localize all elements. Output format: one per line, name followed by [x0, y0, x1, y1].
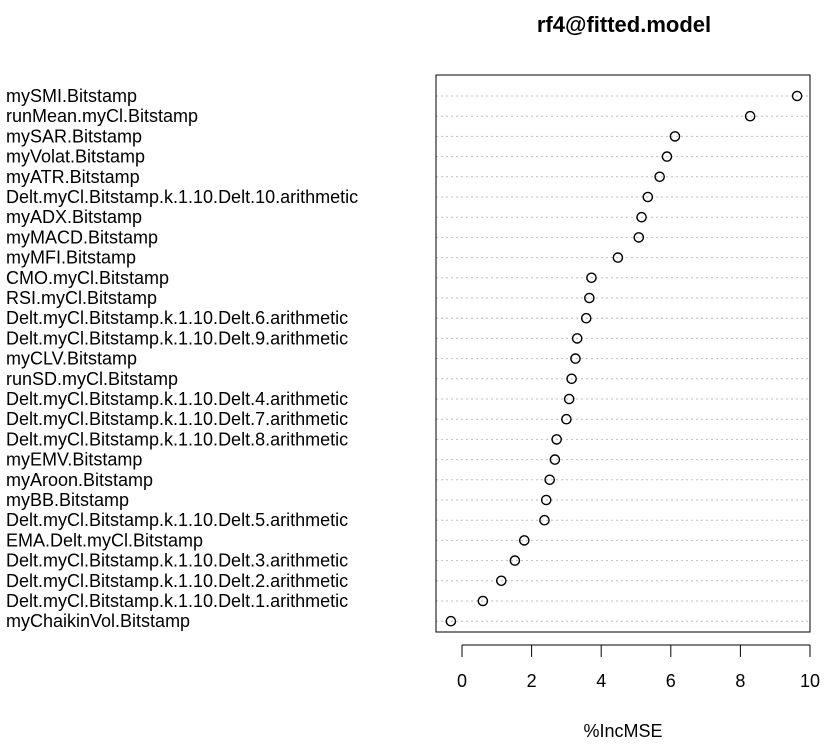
category-label: CMO.myCl.Bitstamp: [6, 268, 169, 288]
category-label: myAroon.Bitstamp: [6, 470, 153, 490]
category-label: myMACD.Bitstamp: [6, 227, 158, 247]
data-point: [561, 413, 572, 425]
data-point: [586, 272, 597, 284]
category-label: Delt.myCl.Bitstamp.k.1.10.Delt.4.arithme…: [6, 389, 348, 409]
chart-title: rf4@fitted.model: [537, 12, 711, 37]
category-label: Delt.myCl.Bitstamp.k.1.10.Delt.3.arithme…: [6, 551, 348, 571]
data-point: [744, 110, 756, 122]
data-point: [496, 575, 507, 587]
data-point: [509, 555, 521, 566]
category-label: runSD.myCl.Bitstamp: [6, 369, 178, 389]
category-label: Delt.myCl.Bitstamp.k.1.10.Delt.9.arithme…: [6, 328, 348, 348]
data-point: [570, 353, 581, 364]
category-label: Delt.myCl.Bitstamp.k.1.10.Delt.8.arithme…: [6, 429, 348, 449]
x-tick-label: 0: [457, 671, 467, 691]
category-label: EMA.Delt.myCl.Bitstamp: [6, 530, 203, 550]
data-point: [654, 171, 665, 183]
category-label: Delt.myCl.Bitstamp.k.1.10.Delt.7.arithme…: [6, 409, 348, 429]
data-point: [549, 454, 561, 465]
data-point: [633, 232, 645, 243]
data-point: [445, 615, 457, 627]
category-label: Delt.myCl.Bitstamp.k.1.10.Delt.2.arithme…: [6, 571, 348, 591]
category-label: Delt.myCl.Bitstamp.k.1.10.Delt.10.arithm…: [6, 187, 358, 207]
x-tick-label: 4: [596, 671, 606, 691]
category-label: Delt.myCl.Bitstamp.k.1.10.Delt.5.arithme…: [6, 510, 348, 530]
category-labels: mySMI.BitstamprunMean.myCl.BitstampmySAR…: [6, 86, 358, 631]
category-label: myCLV.Bitstamp: [6, 349, 137, 369]
data-point: [661, 151, 673, 162]
data-point: [642, 191, 654, 203]
plot-area: [435, 74, 811, 633]
category-label: Delt.myCl.Bitstamp.k.1.10.Delt.6.arithme…: [6, 308, 348, 328]
data-point: [477, 595, 489, 607]
x-tick-label: 6: [666, 671, 676, 691]
category-label: myChaikinVol.Bitstamp: [6, 611, 190, 631]
category-label: Delt.myCl.Bitstamp.k.1.10.Delt.1.arithme…: [6, 591, 348, 611]
data-point: [551, 434, 562, 445]
data-points: [445, 90, 803, 627]
data-point: [791, 90, 803, 102]
x-tick-label: 8: [735, 671, 745, 691]
x-axis: 0 2 4 6 8 10: [457, 644, 820, 691]
category-label: myVolat.Bitstamp: [6, 147, 145, 167]
data-point: [636, 211, 647, 223]
data-point: [584, 292, 595, 304]
grid-lines: [436, 95, 810, 622]
data-point: [571, 333, 583, 344]
data-point: [518, 535, 530, 546]
category-label: myADX.Bitstamp: [6, 207, 142, 227]
data-point: [544, 474, 555, 486]
data-point: [612, 252, 624, 263]
category-label: myBB.Bitstamp: [6, 490, 129, 510]
data-point: [539, 514, 550, 526]
category-label: myMFI.Bitstamp: [6, 248, 136, 268]
category-label: myEMV.Bitstamp: [6, 450, 142, 470]
category-label: RSI.myCl.Bitstamp: [6, 288, 157, 308]
category-label: myATR.Bitstamp: [6, 167, 140, 187]
x-axis-title: %IncMSE: [583, 721, 662, 741]
category-label: mySAR.Bitstamp: [6, 126, 142, 146]
data-point: [580, 312, 592, 324]
category-label: runMean.myCl.Bitstamp: [6, 106, 198, 126]
category-label: mySMI.Bitstamp: [6, 86, 137, 106]
x-tick-label: 2: [527, 671, 537, 691]
data-point: [563, 393, 575, 405]
x-tick-label: 10: [800, 671, 820, 691]
data-point: [669, 131, 681, 142]
data-point: [566, 373, 577, 385]
data-point: [540, 494, 552, 506]
